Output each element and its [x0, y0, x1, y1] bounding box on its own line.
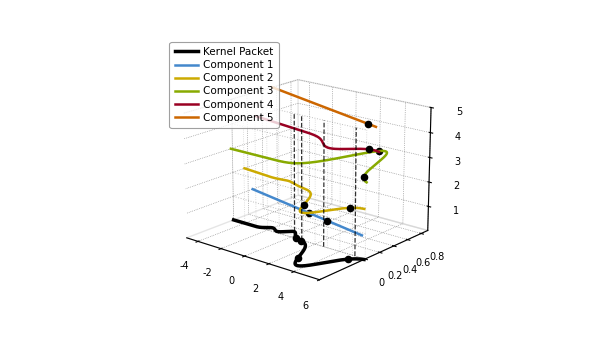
Legend: Kernel Packet, Component 1, Component 2, Component 3, Component 4, Component 5: Kernel Packet, Component 1, Component 2,… — [169, 42, 279, 128]
